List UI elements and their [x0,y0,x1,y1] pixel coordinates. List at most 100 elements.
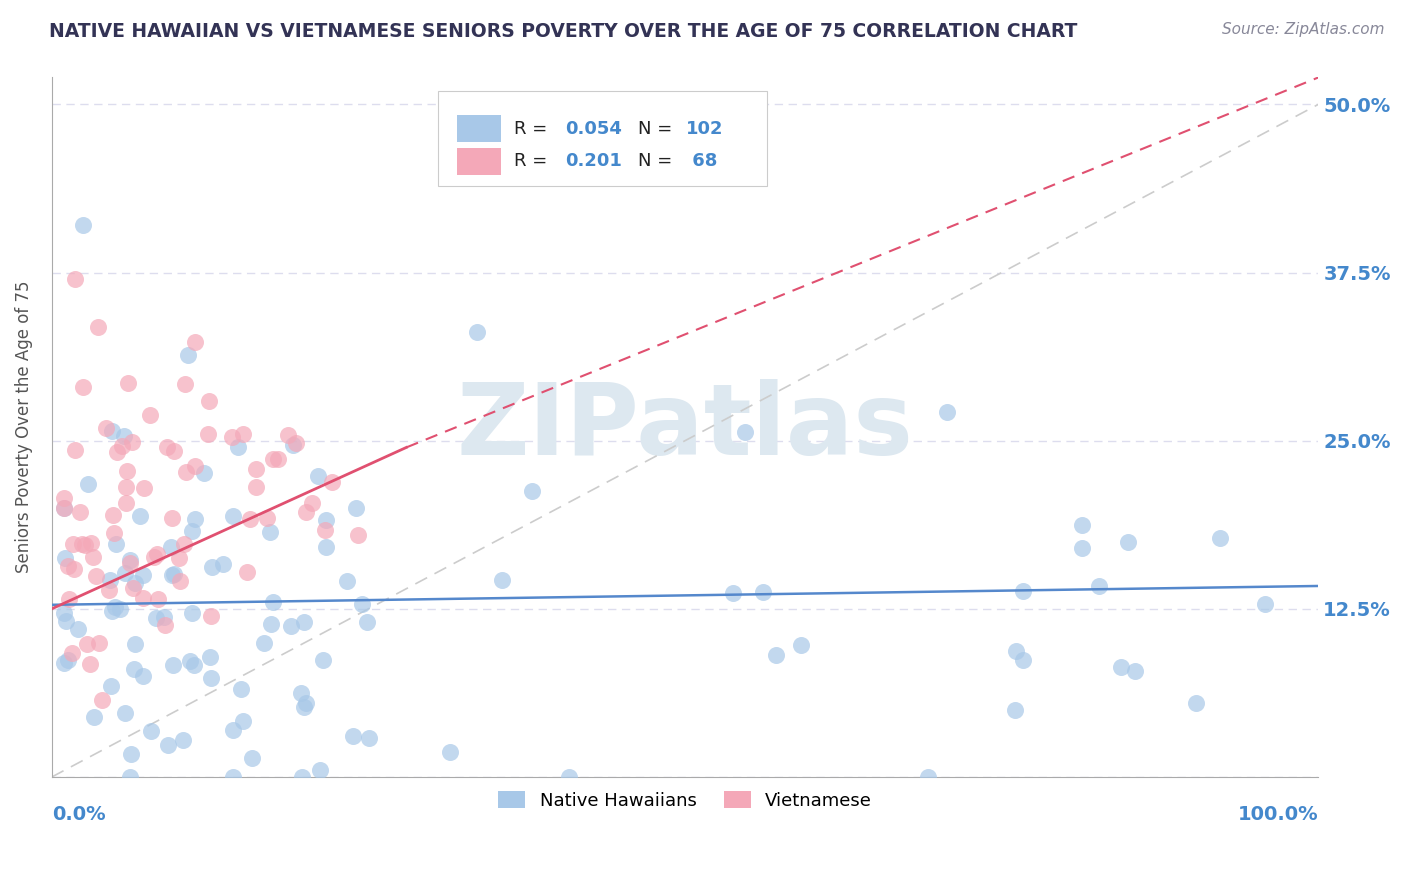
Point [63,443,86,458]
Point [350,597,373,611]
Point [558,770,581,784]
Point [120,770,142,784]
Point [465,326,488,340]
FancyBboxPatch shape [457,115,502,142]
Point [359,731,381,746]
Point [344,501,367,516]
Point [163,566,186,581]
Point [145,547,167,561]
Point [173,536,195,550]
Point [491,573,513,587]
Point [1209,531,1232,545]
Point [139,724,162,739]
Point [112,429,135,443]
Point [1005,644,1028,658]
Point [132,568,155,582]
Point [104,537,127,551]
Point [256,510,278,524]
Point [291,770,314,784]
Point [239,511,262,525]
FancyBboxPatch shape [439,92,768,186]
Point [100,679,122,693]
Point [267,451,290,466]
Point [58,653,80,667]
Text: ZIPatlas: ZIPatlas [457,379,914,475]
Point [342,729,364,743]
Point [100,604,122,618]
Text: Source: ZipAtlas.com: Source: ZipAtlas.com [1222,22,1385,37]
Point [134,481,156,495]
Point [79,536,101,550]
Point [58,592,80,607]
Point [101,425,124,439]
Point [212,557,235,571]
Point [77,476,100,491]
Point [156,440,179,454]
Text: 100.0%: 100.0% [1237,805,1319,824]
Point [90,693,112,707]
Point [260,617,283,632]
Point [439,746,461,760]
Point [935,405,957,419]
Point [129,509,152,524]
Point [917,770,939,784]
Point [153,618,176,632]
FancyBboxPatch shape [457,148,502,175]
Point [259,524,281,539]
Text: N =: N = [638,153,672,170]
Point [253,636,276,650]
Point [94,420,117,434]
Point [114,566,136,581]
Point [232,427,254,442]
Point [72,380,94,394]
Point [53,501,76,516]
Point [87,320,110,334]
Point [315,540,337,554]
Point [89,635,111,649]
Point [1185,696,1208,710]
Point [1116,535,1139,549]
Point [60,646,83,660]
Point [277,428,299,442]
Point [281,438,304,452]
Point [124,637,146,651]
Point [200,671,222,685]
Text: 68: 68 [686,153,717,170]
Point [221,770,243,784]
Point [520,484,543,499]
Text: 0.054: 0.054 [565,120,621,137]
Legend: Native Hawaiians, Vietnamese: Native Hawaiians, Vietnamese [491,784,879,817]
Point [221,430,243,444]
Point [56,558,79,573]
Point [121,582,143,596]
Point [160,568,183,582]
Point [1011,584,1033,599]
Point [262,595,284,609]
Point [114,480,136,494]
Point [73,538,96,552]
Point [295,505,318,519]
Text: 0.201: 0.201 [565,153,621,170]
Point [62,537,84,551]
Point [167,550,190,565]
Point [63,272,86,286]
Point [55,614,77,628]
Point [172,732,194,747]
Point [321,475,343,489]
Point [222,723,245,737]
Point [108,602,131,616]
Point [169,574,191,588]
Point [284,436,307,450]
Point [139,408,162,422]
Point [198,650,221,665]
Text: 102: 102 [686,120,724,137]
Point [347,527,370,541]
Text: N =: N = [638,120,672,137]
Point [280,619,302,633]
Point [111,438,134,452]
Point [315,512,337,526]
Point [1109,660,1132,674]
Point [115,496,138,510]
Text: R =: R = [515,120,547,137]
Point [53,606,76,620]
